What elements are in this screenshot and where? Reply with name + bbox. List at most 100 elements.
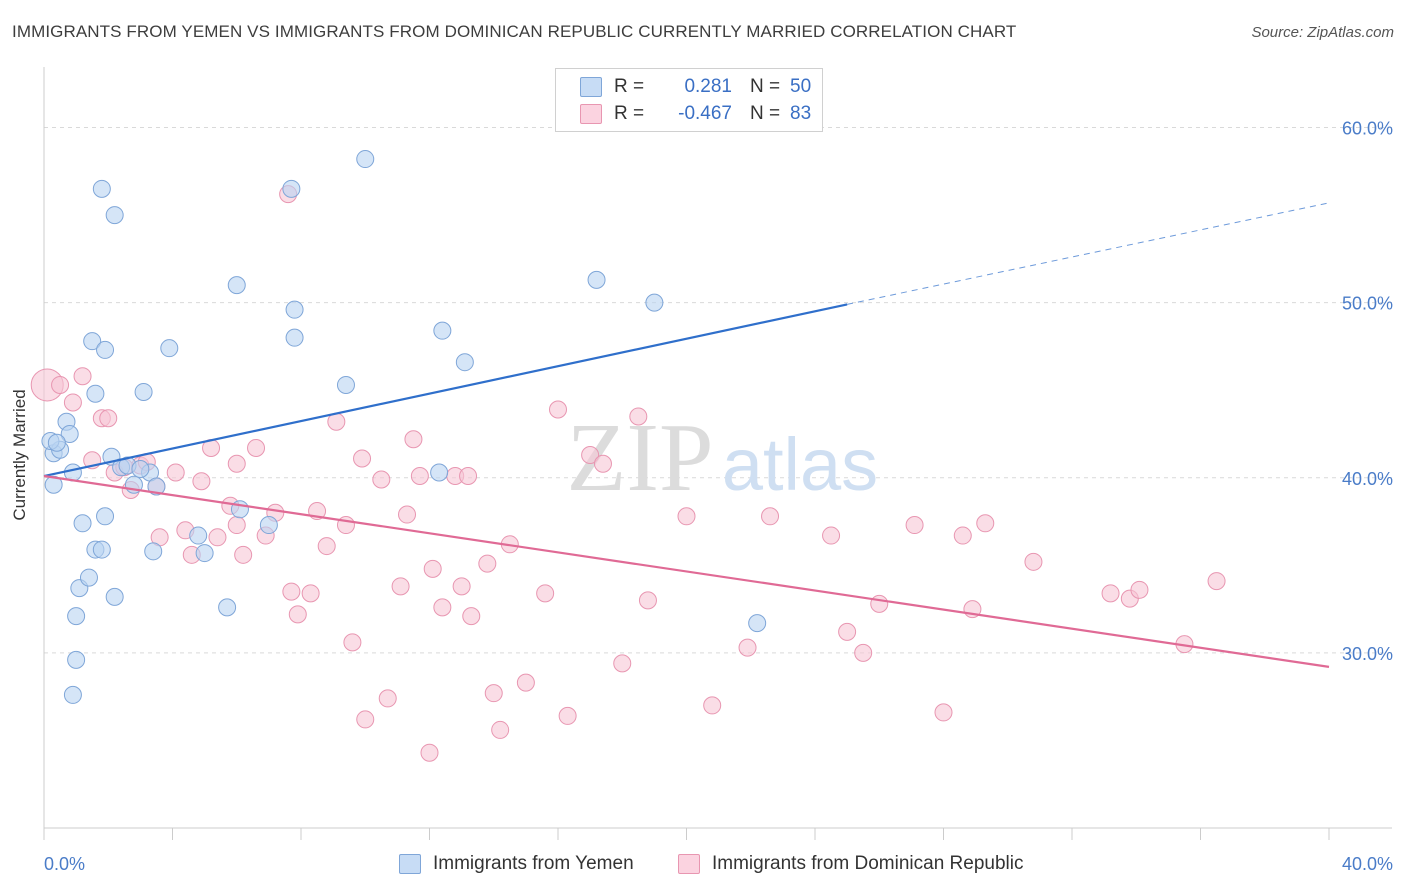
data-point-dominican: [391, 577, 410, 596]
correlation-legend: R = 0.281 N = 50 R = -0.467 N = 83: [555, 68, 823, 132]
legend-swatch-blue: [399, 854, 421, 874]
data-point-yemen: [92, 540, 111, 559]
series-legend: Immigrants from Yemen Immigrants from Do…: [0, 853, 1406, 877]
data-point-dominican: [343, 633, 362, 652]
data-point-dominican: [491, 720, 510, 739]
data-point-dominican: [423, 559, 442, 578]
data-point-yemen: [60, 424, 79, 443]
data-point-yemen: [105, 587, 124, 606]
data-point-dominican: [1130, 580, 1149, 599]
data-point-dominican: [372, 470, 391, 489]
data-point-dominican: [247, 438, 266, 457]
data-point-yemen: [131, 460, 150, 479]
data-point-yemen: [134, 382, 153, 401]
data-point-dominican: [854, 643, 873, 662]
data-point-dominican: [63, 393, 82, 412]
data-point-dominican: [738, 638, 757, 657]
data-point-dominican: [1101, 584, 1120, 603]
data-point-yemen: [67, 607, 86, 626]
legend-n-label: N =: [750, 76, 781, 97]
trend-line-yemen: [43, 303, 848, 478]
data-point-dominican: [462, 607, 481, 626]
y-axis-label: Currently Married: [10, 389, 29, 521]
data-point-dominican: [478, 554, 497, 573]
data-point-dominican: [99, 409, 118, 428]
legend-r-label: R =: [614, 76, 645, 97]
data-point-dominican: [227, 516, 246, 535]
data-point-dominican: [353, 449, 372, 468]
data-point-yemen: [147, 477, 166, 496]
data-point-dominican: [317, 537, 336, 556]
data-point-dominican: [459, 467, 478, 486]
legend-label-dominican: Immigrants from Dominican Republic: [712, 853, 1024, 874]
data-point-dominican: [166, 463, 185, 482]
legend-row-dominican: R = -0.467 N = 83: [580, 102, 811, 126]
legend-n-value: 50: [790, 76, 812, 97]
data-point-dominican: [593, 454, 612, 473]
legend-row-yemen: R = 0.281 N = 50: [580, 75, 811, 99]
data-point-dominican: [822, 526, 841, 545]
data-point-dominican: [378, 689, 397, 708]
data-point-dominican: [227, 454, 246, 473]
data-point-dominican: [629, 407, 648, 426]
data-point-dominican: [549, 400, 567, 419]
data-point-dominican: [1207, 572, 1226, 591]
data-point-dominican: [1024, 552, 1043, 571]
data-point-dominican: [452, 577, 471, 596]
data-point-yemen: [44, 475, 63, 494]
data-point-dominican: [838, 622, 857, 641]
data-point-dominican: [192, 472, 211, 491]
trend-lines: [43, 202, 1330, 668]
watermark-atlas: atlas: [722, 423, 878, 506]
data-point-dominican: [703, 696, 722, 715]
grid-lines: [44, 127, 1392, 654]
legend-swatch-pink: [678, 854, 700, 874]
y-tick-label: 40.0%: [1342, 469, 1393, 489]
y-tick-label: 30.0%: [1342, 644, 1393, 664]
data-point-yemen: [285, 328, 304, 347]
data-point-dominican: [536, 584, 555, 603]
legend-r-label: R =: [614, 103, 645, 124]
legend-label-yemen: Immigrants from Yemen: [433, 853, 634, 874]
data-point-yemen: [218, 598, 237, 617]
data-point-yemen: [189, 526, 208, 545]
data-point-yemen: [195, 544, 214, 563]
data-point-dominican: [404, 430, 423, 449]
data-point-yemen: [430, 463, 449, 482]
data-point-yemen: [433, 321, 452, 340]
data-point-yemen: [96, 340, 115, 359]
y-tick-label: 60.0%: [1342, 119, 1393, 139]
legend-item-yemen: Immigrants from Yemen: [399, 853, 634, 875]
chart-title: IMMIGRANTS FROM YEMEN VS IMMIGRANTS FROM…: [12, 22, 1017, 41]
data-point-yemen: [63, 685, 82, 704]
legend-item-dominican: Immigrants from Dominican Republic: [678, 853, 1024, 875]
data-point-dominican: [613, 654, 632, 673]
data-point-dominican: [905, 516, 924, 535]
data-point-dominican: [398, 505, 417, 524]
legend-r-value: 0.281: [684, 76, 732, 97]
data-point-dominican: [282, 582, 301, 601]
data-point-yemen: [455, 353, 474, 372]
legend-swatch-pink: [580, 104, 602, 124]
data-point-dominican: [234, 545, 253, 564]
pink-points: [30, 185, 1226, 762]
data-point-dominican: [516, 673, 535, 692]
data-point-yemen: [587, 270, 606, 289]
data-point-dominican: [761, 507, 780, 526]
y-tick-label: 50.0%: [1342, 294, 1393, 314]
trend-line-dominican: [43, 474, 1330, 668]
data-point-yemen: [356, 150, 375, 169]
data-point-yemen: [92, 179, 111, 198]
data-point-yemen: [86, 384, 105, 403]
data-point-dominican: [638, 591, 657, 610]
data-point-yemen: [144, 542, 163, 561]
data-point-yemen: [83, 332, 102, 351]
data-point-dominican: [934, 703, 953, 722]
watermark: ZIP atlas: [567, 404, 879, 512]
data-point-dominican: [976, 514, 995, 533]
legend-r-value: -0.467: [678, 103, 732, 124]
data-point-dominican: [484, 684, 503, 703]
data-point-dominican: [953, 526, 972, 545]
data-point-dominican: [301, 584, 320, 603]
